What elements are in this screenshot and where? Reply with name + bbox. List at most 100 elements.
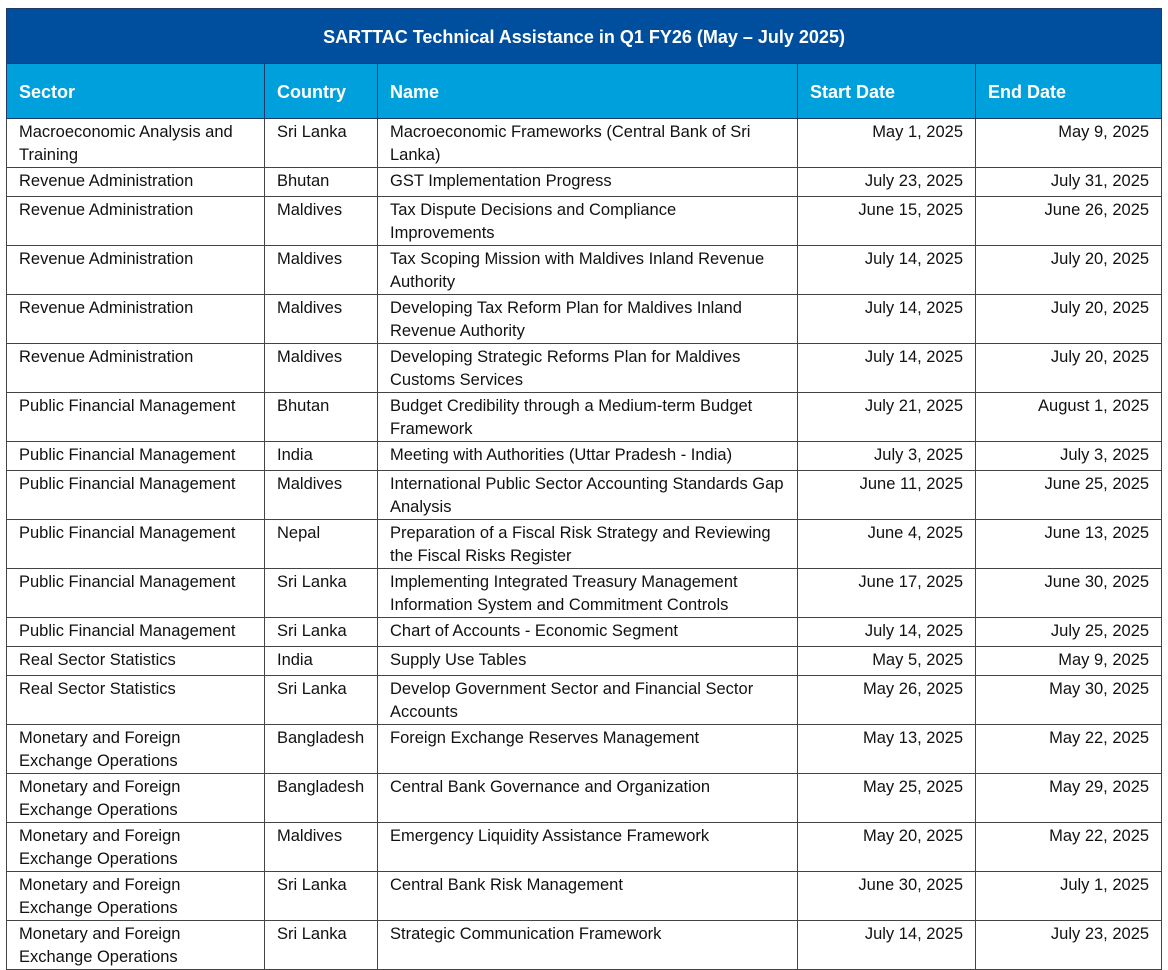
table-row: Monetary and Foreign Exchange Operations… bbox=[6, 920, 1163, 970]
table-cell: June 11, 2025 bbox=[797, 470, 976, 520]
table-body: Macroeconomic Analysis and Training Sri L… bbox=[6, 118, 1163, 970]
table-cell: July 21, 2025 bbox=[797, 392, 976, 442]
table-cell: July 14, 2025 bbox=[797, 245, 976, 295]
table-cell: Real Sector Statistics bbox=[6, 675, 265, 725]
table-cell: Meeting with Authorities (Uttar Pradesh … bbox=[377, 441, 798, 471]
table-cell: Maldives bbox=[264, 343, 378, 393]
table-cell: June 17, 2025 bbox=[797, 568, 976, 618]
table-cell: Supply Use Tables bbox=[377, 646, 798, 676]
table-cell: GST Implementation Progress bbox=[377, 167, 798, 197]
table-row: Macroeconomic Analysis and Training Sri L… bbox=[6, 118, 1163, 168]
column-header: Country bbox=[264, 63, 378, 119]
table-cell: July 14, 2025 bbox=[797, 294, 976, 344]
table-cell: Monetary and Foreign Exchange Operations bbox=[6, 920, 265, 970]
header-row: Sector Country Name Start Date End Date bbox=[6, 63, 1163, 119]
table-cell: May 25, 2025 bbox=[797, 773, 976, 823]
table-cell: Public Financial Management bbox=[6, 470, 265, 520]
table-cell: Revenue Administration bbox=[6, 196, 265, 246]
table-cell: June 30, 2025 bbox=[974, 568, 1163, 618]
table-cell: May 13, 2025 bbox=[797, 724, 976, 774]
table-cell: Public Financial Management bbox=[6, 617, 265, 647]
table-row: Real Sector Statistics Sri Lanka Develop G… bbox=[6, 675, 1163, 725]
table-row: Public Financial Management Sri Lanka Impl… bbox=[6, 568, 1163, 618]
table-cell: Monetary and Foreign Exchange Operations bbox=[6, 822, 265, 872]
table-cell: Emergency Liquidity Assistance Framework bbox=[377, 822, 798, 872]
table-cell: June 25, 2025 bbox=[974, 470, 1163, 520]
table-cell: Sri Lanka bbox=[264, 118, 378, 168]
table-cell: Maldives bbox=[264, 822, 378, 872]
table-cell: Maldives bbox=[264, 245, 378, 295]
table-row: Public Financial Management India Meeting … bbox=[6, 441, 1163, 471]
table-cell: May 26, 2025 bbox=[797, 675, 976, 725]
table-cell: May 22, 2025 bbox=[974, 822, 1163, 872]
table-row: Revenue Administration Bhutan GST Implemen… bbox=[6, 167, 1163, 197]
table-cell: Monetary and Foreign Exchange Operations bbox=[6, 773, 265, 823]
table-cell: Sri Lanka bbox=[264, 675, 378, 725]
table-cell: Revenue Administration bbox=[6, 343, 265, 393]
table-cell: Preparation of a Fiscal Risk Strategy an… bbox=[377, 519, 798, 569]
table-cell: Macroeconomic Analysis and Training bbox=[6, 118, 265, 168]
table-cell: Developing Tax Reform Plan for Maldives … bbox=[377, 294, 798, 344]
table-row: Public Financial Management Maldives Inter… bbox=[6, 470, 1163, 520]
table-cell: July 25, 2025 bbox=[974, 617, 1163, 647]
table-cell: July 1, 2025 bbox=[974, 871, 1163, 921]
table-cell: Maldives bbox=[264, 294, 378, 344]
column-header: Name bbox=[377, 63, 798, 119]
table-cell: June 4, 2025 bbox=[797, 519, 976, 569]
table-cell: Bhutan bbox=[264, 167, 378, 197]
table-cell: Monetary and Foreign Exchange Operations bbox=[6, 724, 265, 774]
table-cell: July 23, 2025 bbox=[797, 167, 976, 197]
table-cell: May 22, 2025 bbox=[974, 724, 1163, 774]
table-row: Revenue Administration Maldives Developing… bbox=[6, 294, 1163, 344]
table-cell: July 20, 2025 bbox=[974, 343, 1163, 393]
table-cell: May 29, 2025 bbox=[974, 773, 1163, 823]
table-row: Public Financial Management Sri Lanka Char… bbox=[6, 617, 1163, 647]
table-cell: July 14, 2025 bbox=[797, 343, 976, 393]
table-cell: Implementing Integrated Treasury Managem… bbox=[377, 568, 798, 618]
table-cell: August 1, 2025 bbox=[974, 392, 1163, 442]
table-cell: June 15, 2025 bbox=[797, 196, 976, 246]
table-cell: July 31, 2025 bbox=[974, 167, 1163, 197]
table-cell: July 14, 2025 bbox=[797, 920, 976, 970]
table-cell: India bbox=[264, 646, 378, 676]
table-cell: May 1, 2025 bbox=[797, 118, 976, 168]
table-row: Monetary and Foreign Exchange Operations… bbox=[6, 871, 1163, 921]
table-cell: Monetary and Foreign Exchange Operations bbox=[6, 871, 265, 921]
ta-table: SARTTAC Technical Assistance in Q1 FY26 … bbox=[5, 8, 1163, 970]
column-header: End Date bbox=[974, 63, 1163, 119]
table-cell: July 3, 2025 bbox=[974, 441, 1163, 471]
table-cell: Sri Lanka bbox=[264, 568, 378, 618]
table-cell: July 20, 2025 bbox=[974, 245, 1163, 295]
table-cell: July 14, 2025 bbox=[797, 617, 976, 647]
table-cell: May 9, 2025 bbox=[974, 646, 1163, 676]
table-cell: Revenue Administration bbox=[6, 167, 265, 197]
table-cell: Sri Lanka bbox=[264, 617, 378, 647]
table-row: Revenue Administration Maldives Tax Scopin… bbox=[6, 245, 1163, 295]
table-cell: Budget Credibility through a Medium-term… bbox=[377, 392, 798, 442]
table-cell: July 23, 2025 bbox=[974, 920, 1163, 970]
table-cell: May 9, 2025 bbox=[974, 118, 1163, 168]
table-cell: Public Financial Management bbox=[6, 441, 265, 471]
table-title: SARTTAC Technical Assistance in Q1 FY26 … bbox=[5, 8, 1163, 64]
table-cell: May 30, 2025 bbox=[974, 675, 1163, 725]
table-cell: June 13, 2025 bbox=[974, 519, 1163, 569]
table-row: Monetary and Foreign Exchange Operations… bbox=[6, 724, 1163, 774]
table-cell: Revenue Administration bbox=[6, 245, 265, 295]
table-cell: May 5, 2025 bbox=[797, 646, 976, 676]
table-row: Revenue Administration Maldives Tax Disput… bbox=[6, 196, 1163, 246]
table-cell: Develop Government Sector and Financial … bbox=[377, 675, 798, 725]
table-cell: Public Financial Management bbox=[6, 519, 265, 569]
table-cell: Strategic Communication Framework bbox=[377, 920, 798, 970]
table-cell: Central Bank Governance and Organization bbox=[377, 773, 798, 823]
column-header: Start Date bbox=[797, 63, 976, 119]
table-cell: Bangladesh bbox=[264, 724, 378, 774]
table-row: Public Financial Management Bhutan Budget … bbox=[6, 392, 1163, 442]
table-cell: Maldives bbox=[264, 470, 378, 520]
table-cell: June 30, 2025 bbox=[797, 871, 976, 921]
table-row: Real Sector Statistics India Supply Use Ta… bbox=[6, 646, 1163, 676]
table-cell: Maldives bbox=[264, 196, 378, 246]
table-cell: Real Sector Statistics bbox=[6, 646, 265, 676]
table-cell: Sri Lanka bbox=[264, 871, 378, 921]
table-cell: Revenue Administration bbox=[6, 294, 265, 344]
